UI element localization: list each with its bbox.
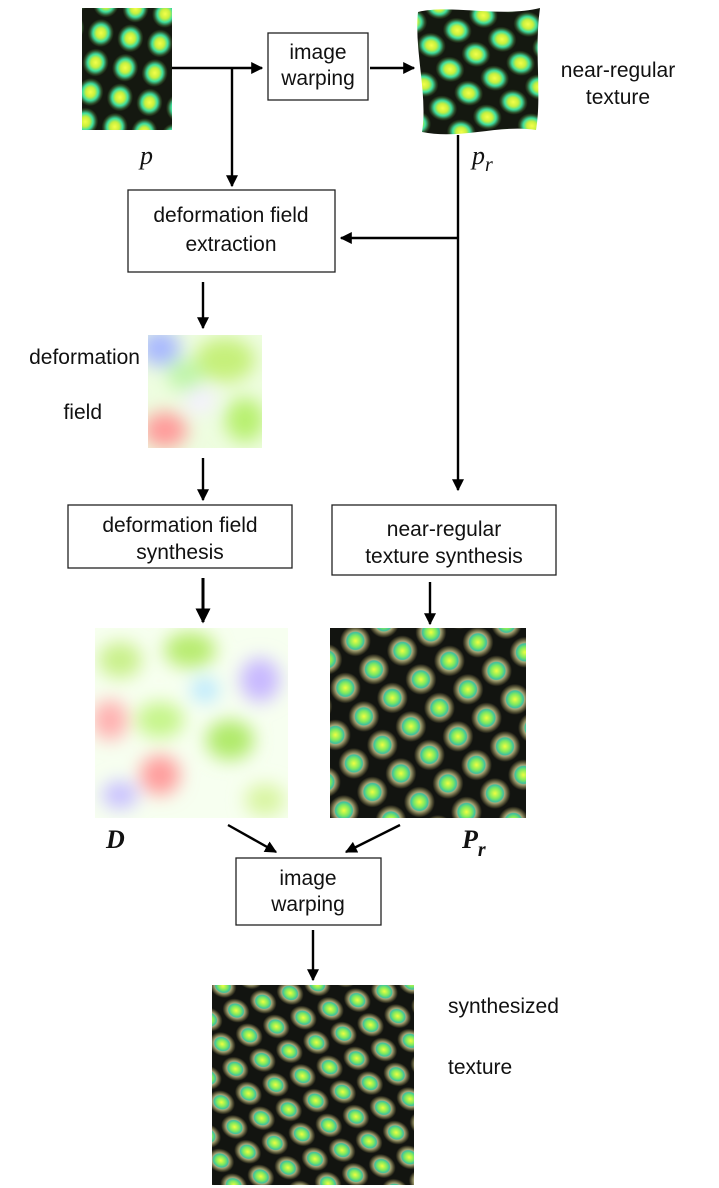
label-sub: r: [485, 154, 493, 176]
caption: synthesized: [448, 995, 559, 1018]
texture-p: [82, 8, 172, 130]
arrow: [228, 825, 276, 852]
box-text: image: [279, 867, 336, 890]
caption: field: [63, 401, 102, 424]
box-text: synthesis: [136, 541, 224, 564]
caption: texture: [448, 1056, 512, 1079]
deformation-field-image: [140, 330, 265, 448]
texture-synthesized: [212, 985, 414, 1185]
texture-pr-synth: [330, 628, 526, 818]
label-base: p: [138, 141, 153, 170]
label-base: D: [105, 825, 125, 854]
caption: deformation: [29, 346, 140, 369]
deformation-field-synth-image: [92, 628, 288, 818]
caption: near-regular: [561, 59, 675, 82]
box-text: image: [289, 41, 346, 64]
box-text: warping: [280, 67, 355, 90]
arrow: [346, 825, 400, 852]
image-label: Pr: [461, 825, 486, 861]
box-text: extraction: [185, 233, 276, 256]
box-text: deformation field: [102, 514, 257, 537]
label-base: p: [470, 141, 485, 170]
box: [128, 190, 335, 272]
image-label: D: [105, 825, 125, 854]
caption: texture: [586, 86, 650, 109]
box-text: deformation field: [153, 204, 308, 227]
box-text: warping: [270, 893, 345, 916]
texture-pr: [417, 8, 540, 134]
diagram: image warping deformation field extracti…: [0, 0, 719, 1188]
image-label: pr: [470, 141, 493, 176]
box-text: near-regular: [387, 518, 501, 541]
label-sub: r: [478, 839, 486, 861]
image-label: p: [138, 141, 153, 170]
box-text: texture synthesis: [365, 545, 523, 568]
label-base: P: [461, 825, 479, 854]
